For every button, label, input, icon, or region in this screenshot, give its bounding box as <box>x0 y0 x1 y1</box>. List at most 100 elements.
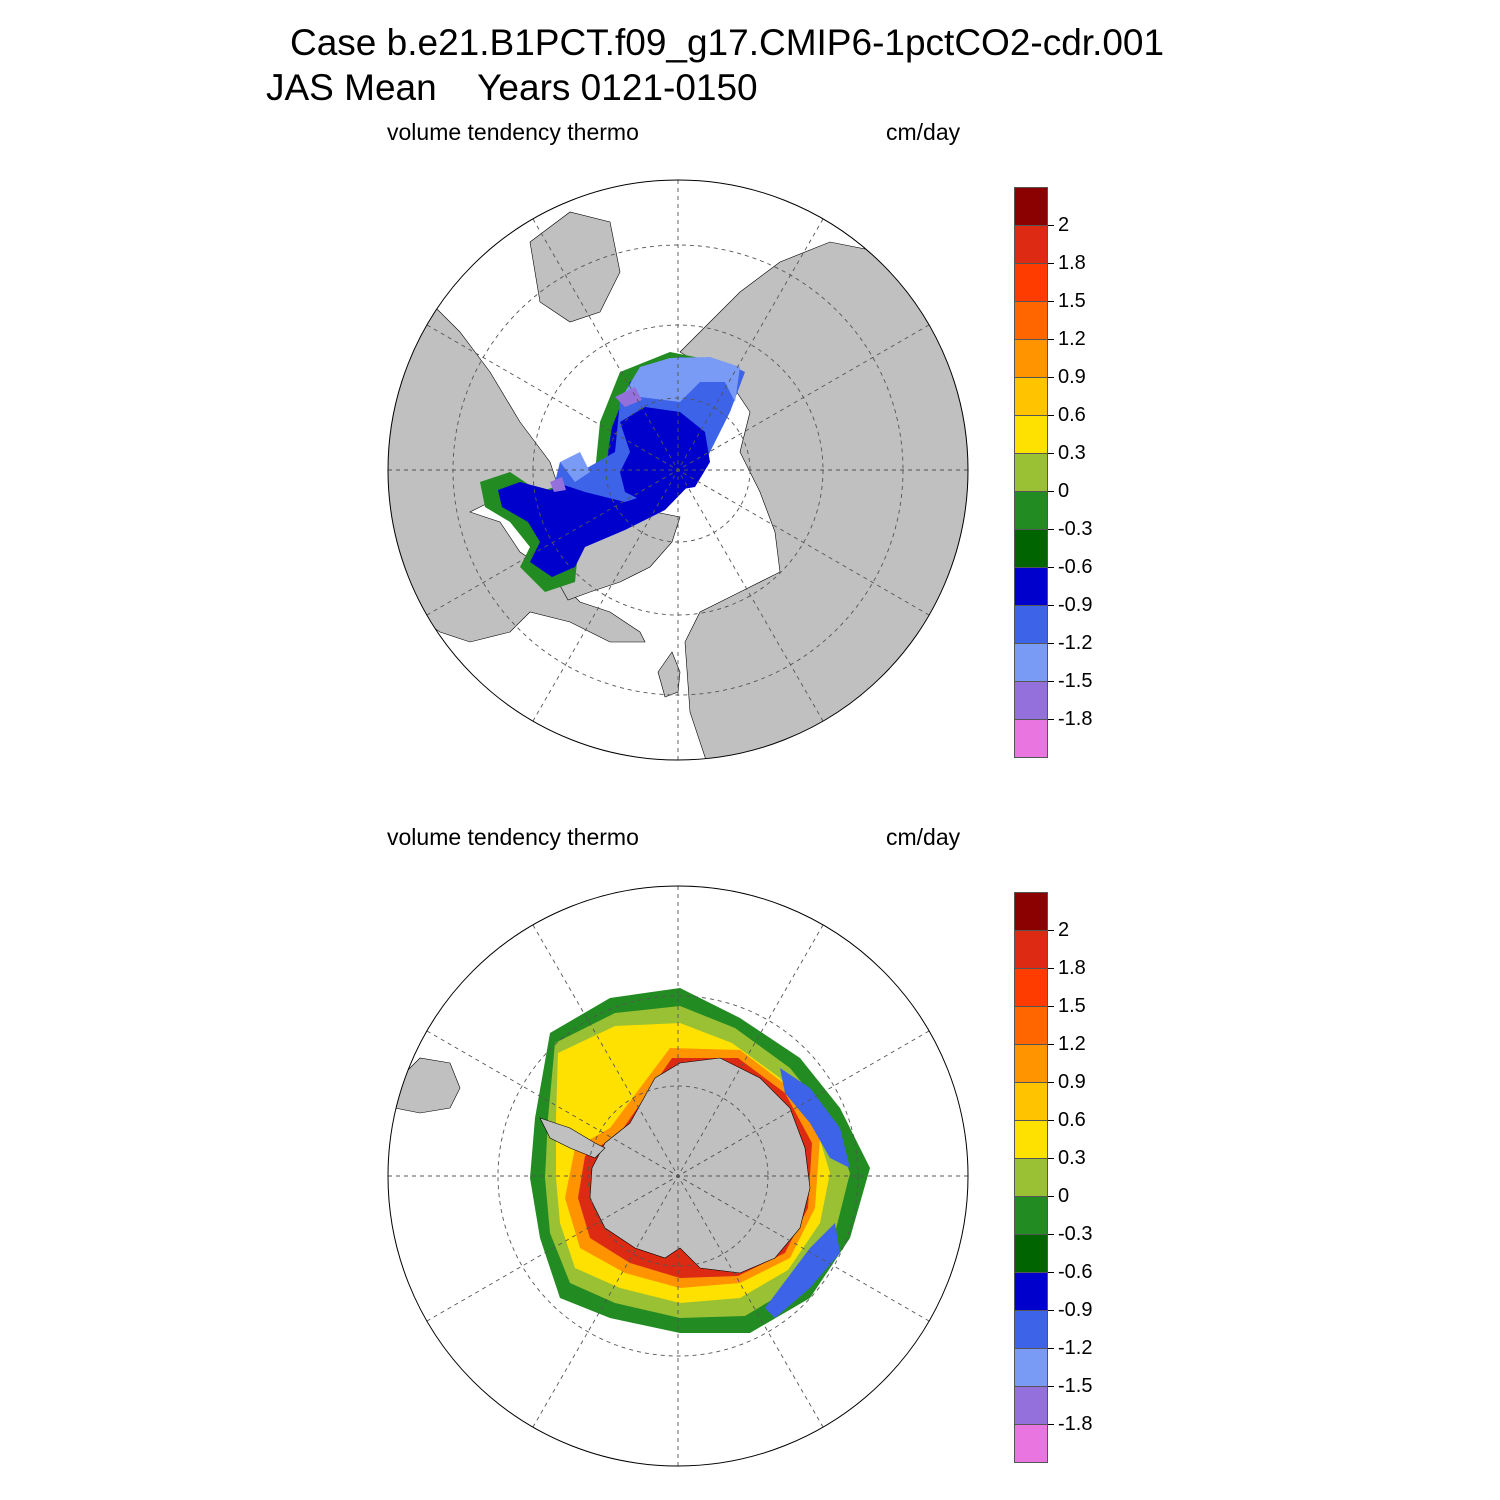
colorbar-box <box>1014 1234 1048 1273</box>
colorbar-box <box>1014 892 1048 931</box>
colorbar-tick <box>1048 453 1054 454</box>
south-land-south-america <box>389 1057 461 1114</box>
colorbar-tick <box>1048 968 1054 969</box>
colorbar-box <box>1014 643 1048 682</box>
colorbar-box <box>1014 719 1048 758</box>
colorbar-box <box>1014 605 1048 644</box>
colorbar-box <box>1014 567 1048 606</box>
colorbar-box <box>1014 1272 1048 1311</box>
south-field-blue-edge <box>765 1068 850 1318</box>
north-polar-map <box>387 179 969 761</box>
colorbar-box <box>1014 377 1048 416</box>
north-units-label: cm/day <box>886 119 961 145</box>
colorbar-tick <box>1048 1006 1054 1007</box>
colorbar-tick <box>1048 1424 1054 1425</box>
colorbar-tick <box>1048 415 1054 416</box>
colorbar-tick-label: -1.5 <box>1058 1375 1093 1397</box>
south-map-border <box>387 885 969 1467</box>
colorbar-tick-label: -0.3 <box>1058 518 1093 540</box>
colorbar-box <box>1014 930 1048 969</box>
north-colorbar: 2 1.8 1.5 1.2 0.9 0.6 0.3 0 -0.3 -0.6 -0.9 -1.2 -1.5… <box>1014 187 1092 758</box>
colorbar-tick-label: 1.5 <box>1058 995 1086 1017</box>
colorbar-tick <box>1048 930 1054 931</box>
colorbar-tick-label: -1.8 <box>1058 1413 1093 1435</box>
colorbar-box <box>1014 301 1048 340</box>
south-colorbar: 2 1.8 1.5 1.2 0.9 0.6 0.3 0 -0.3 -0.6 -0.9 -1.2 -1.5… <box>1014 892 1092 1463</box>
north-field-purple <box>550 387 642 492</box>
colorbar-tick-label: -1.2 <box>1058 632 1093 654</box>
colorbar-tick-label: 0.9 <box>1058 1071 1086 1093</box>
colorbar-tick <box>1048 1386 1054 1387</box>
colorbar-box <box>1014 681 1048 720</box>
colorbar-tick-label: 1.8 <box>1058 957 1086 979</box>
colorbar-tick <box>1048 339 1054 340</box>
colorbar-box <box>1014 968 1048 1007</box>
colorbar-tick <box>1048 567 1054 568</box>
colorbar-tick-label: 1.5 <box>1058 290 1086 312</box>
colorbar-tick <box>1048 301 1054 302</box>
colorbar-tick <box>1048 1120 1054 1121</box>
colorbar-box <box>1014 453 1048 492</box>
colorbar-box <box>1014 339 1048 378</box>
north-field-light-blue <box>560 357 740 482</box>
south-graticule <box>388 886 968 1466</box>
figure-title: Case b.e21.B1PCT.f09_g17.CMIP6-1pctCO2-c… <box>290 22 1165 63</box>
colorbar-tick-label: -0.9 <box>1058 1299 1093 1321</box>
north-land-europe-islands <box>529 211 681 698</box>
colorbar-box <box>1014 529 1048 568</box>
colorbar-tick <box>1048 529 1054 530</box>
colorbar-tick-label: 0.9 <box>1058 366 1086 388</box>
colorbar-tick <box>1048 225 1054 226</box>
colorbar-tick-label: 0.3 <box>1058 442 1086 464</box>
north-graticule <box>388 180 968 760</box>
colorbar-tick-label: -1.2 <box>1058 1337 1093 1359</box>
colorbar-box <box>1014 1082 1048 1121</box>
colorbar-box <box>1014 1120 1048 1159</box>
colorbar-tick <box>1048 719 1054 720</box>
colorbar-tick <box>1048 1272 1054 1273</box>
colorbar-tick-label: -0.9 <box>1058 594 1093 616</box>
colorbar-tick <box>1048 1044 1054 1045</box>
north-land-eurasia <box>679 241 968 760</box>
colorbar-box <box>1014 1044 1048 1083</box>
colorbar-box <box>1014 1310 1048 1349</box>
colorbar-tick-label: 2 <box>1058 214 1070 236</box>
colorbar-tick <box>1048 1158 1054 1159</box>
colorbar-tick <box>1048 1310 1054 1311</box>
figure-subtitle: JAS Mean Years 0121-0150 <box>266 67 758 108</box>
colorbar-box <box>1014 491 1048 530</box>
colorbar-box <box>1014 1196 1048 1235</box>
colorbar-tick-label: 0 <box>1058 1185 1070 1207</box>
south-variable-label: volume tendency thermo <box>387 824 639 850</box>
colorbar-tick <box>1048 1348 1054 1349</box>
south-polar-map <box>387 885 969 1467</box>
colorbar-tick-label: 1.8 <box>1058 252 1086 274</box>
colorbar-tick-label: 1.2 <box>1058 1033 1086 1055</box>
south-units-label: cm/day <box>886 824 961 850</box>
colorbar-box <box>1014 1158 1048 1197</box>
colorbar-box <box>1014 415 1048 454</box>
colorbar-tick-label: 1.2 <box>1058 328 1086 350</box>
colorbar-box <box>1014 1348 1048 1387</box>
colorbar-tick-label: 0.6 <box>1058 404 1086 426</box>
colorbar-box <box>1014 1424 1048 1463</box>
south-land-antarctica <box>589 1057 811 1274</box>
colorbar-tick <box>1048 1082 1054 1083</box>
south-land-peninsula <box>539 1117 606 1159</box>
colorbar-box <box>1014 1386 1048 1425</box>
colorbar-tick-label: 0 <box>1058 480 1070 502</box>
colorbar-tick-label: -1.5 <box>1058 670 1093 692</box>
colorbar-tick-label: -0.6 <box>1058 556 1093 578</box>
north-variable-label: volume tendency thermo <box>387 119 639 145</box>
colorbar-tick <box>1048 263 1054 264</box>
colorbar-tick-label: 0.6 <box>1058 1109 1086 1131</box>
colorbar-tick <box>1048 681 1054 682</box>
colorbar-box <box>1014 263 1048 302</box>
north-map-border <box>387 179 969 761</box>
colorbar-box <box>1014 1006 1048 1045</box>
colorbar-tick <box>1048 643 1054 644</box>
colorbar-box <box>1014 187 1048 226</box>
colorbar-tick <box>1048 377 1054 378</box>
colorbar-tick <box>1048 1196 1054 1197</box>
north-field-core <box>620 407 710 502</box>
